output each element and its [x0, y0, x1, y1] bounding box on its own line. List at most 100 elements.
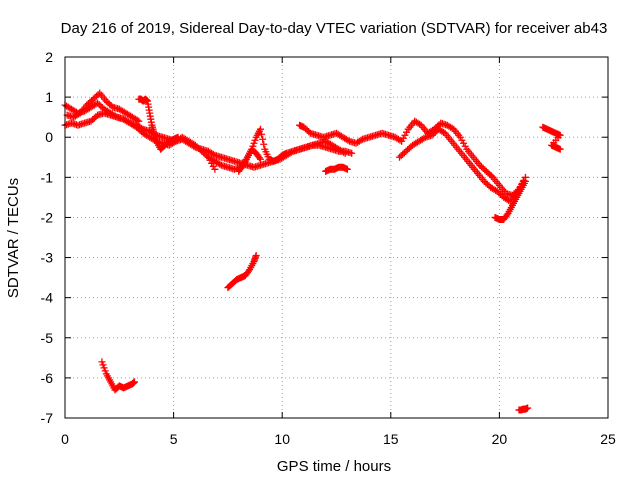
y-tick-label: 2	[45, 49, 53, 65]
data-point	[431, 128, 439, 136]
data-point	[89, 116, 97, 124]
data-point	[211, 165, 219, 173]
data-point	[94, 99, 102, 107]
data-point	[135, 117, 143, 125]
data-point	[84, 100, 92, 108]
data-point	[461, 142, 469, 150]
data-point	[191, 141, 199, 149]
data-point	[428, 131, 436, 139]
data-point	[88, 97, 96, 105]
data-point	[395, 153, 403, 161]
data-point	[209, 150, 217, 158]
data-point	[216, 160, 224, 168]
data-point	[106, 100, 114, 108]
data-point	[198, 147, 206, 155]
data-point	[399, 134, 407, 142]
data-point	[100, 364, 108, 372]
data-point	[503, 211, 511, 219]
data-point	[340, 148, 348, 156]
data-point	[480, 177, 488, 185]
data-point	[486, 170, 494, 178]
data-point	[430, 130, 438, 138]
points-layer	[61, 89, 564, 414]
y-tick-label: 1	[45, 89, 53, 105]
data-point	[238, 163, 246, 171]
y-tick-label: 0	[45, 129, 53, 145]
data-point	[482, 167, 490, 175]
data-point	[495, 189, 503, 197]
data-point	[399, 150, 407, 158]
data-point	[86, 98, 94, 106]
data-point	[209, 162, 217, 170]
series-sat-b	[61, 109, 219, 173]
data-point	[484, 169, 492, 177]
data-point	[256, 125, 264, 133]
x-tick-label: 5	[170, 431, 178, 447]
x-tick-label: 0	[61, 431, 69, 447]
data-point	[456, 133, 464, 141]
data-point	[403, 128, 411, 136]
data-point	[402, 147, 410, 155]
data-point	[439, 128, 447, 136]
data-point	[477, 163, 485, 171]
data-point	[259, 135, 267, 143]
data-point	[199, 149, 207, 157]
data-point	[483, 180, 491, 188]
y-tick-label: -3	[41, 250, 54, 266]
data-point	[91, 94, 99, 102]
chart-title: Day 216 of 2019, Sidereal Day-to-day VTE…	[61, 20, 608, 37]
data-point	[448, 124, 456, 132]
data-point	[104, 99, 112, 107]
data-point	[479, 164, 487, 172]
data-point	[505, 196, 513, 204]
data-point	[416, 120, 424, 128]
plot-frame	[64, 56, 609, 419]
data-point	[136, 126, 144, 134]
series-sat-k	[539, 123, 564, 153]
data-point	[458, 136, 466, 144]
data-point	[89, 95, 97, 103]
series-sat-i	[322, 163, 351, 175]
data-point	[556, 145, 564, 153]
data-point	[398, 137, 406, 145]
y-tick-label: -1	[41, 169, 54, 185]
data-point	[134, 125, 142, 133]
data-point	[357, 136, 365, 144]
data-point	[201, 150, 209, 158]
series-sat-g	[296, 117, 529, 199]
data-point	[95, 101, 103, 109]
series-sat-d	[135, 95, 182, 153]
y-axis-label: SDTVAR / TECUs	[5, 178, 22, 298]
y-tick-label: -5	[41, 330, 54, 346]
data-point	[487, 172, 495, 180]
data-point	[195, 144, 203, 152]
data-point	[101, 367, 109, 375]
data-point	[258, 130, 266, 138]
y-tick-label: -4	[41, 290, 54, 306]
data-point	[343, 165, 351, 173]
x-tick-label: 25	[600, 431, 616, 447]
data-point	[420, 134, 428, 142]
data-point	[260, 140, 268, 148]
data-point	[174, 133, 182, 141]
data-point	[344, 136, 352, 144]
data-point	[133, 123, 141, 131]
data-point	[92, 92, 100, 100]
data-point	[83, 101, 91, 109]
data-point	[250, 139, 258, 147]
x-tick-label: 15	[383, 431, 399, 447]
data-point	[302, 125, 310, 133]
data-point	[348, 149, 356, 157]
y-tick-label: -7	[41, 410, 54, 426]
x-tick-label: 10	[274, 431, 290, 447]
data-point	[256, 155, 264, 163]
x-axis-label: GPS time / hours	[277, 458, 391, 475]
data-point	[521, 177, 529, 185]
y-tick-label: -2	[41, 209, 54, 225]
data-point	[87, 117, 95, 125]
data-point	[400, 149, 408, 157]
data-point	[98, 358, 106, 366]
series-sat-j	[491, 177, 529, 223]
